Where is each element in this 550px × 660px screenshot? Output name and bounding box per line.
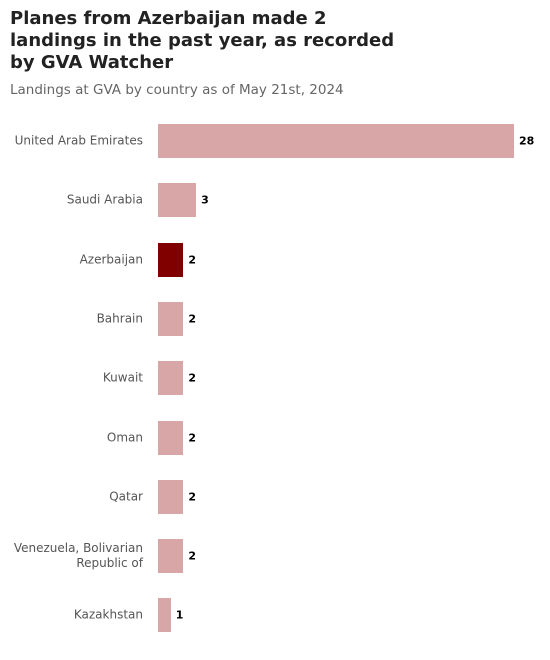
bar — [158, 183, 197, 218]
y-tick-label: Venezuela, Bolivarian Republic of — [13, 541, 143, 571]
y-tick-label: Bahrain — [96, 311, 143, 326]
y-tick-label: Azerbaijan — [79, 252, 143, 267]
y-tick-label: Kazakhstan — [73, 607, 143, 622]
bar — [158, 479, 184, 514]
chart-title: Planes from Azerbaijan made 2 landings i… — [10, 8, 395, 73]
value-label: 1 — [175, 608, 184, 622]
y-tick-label: Qatar — [109, 489, 143, 504]
y-tick-label: Kuwait — [102, 370, 143, 385]
bar — [158, 242, 184, 277]
bar — [158, 361, 184, 396]
bar — [158, 124, 514, 158]
value-label: 2 — [188, 312, 197, 326]
bar — [158, 539, 184, 574]
value-label: 3 — [201, 193, 209, 207]
bar — [158, 598, 171, 633]
value-label: 2 — [188, 490, 197, 504]
y-tick-label: Oman — [106, 430, 143, 444]
y-tick-label: Saudi Arabia — [66, 192, 143, 207]
value-label: 2 — [188, 431, 197, 444]
y-tick-label: United Arab Emirates — [14, 133, 143, 148]
bar — [158, 301, 184, 336]
bar — [158, 420, 184, 455]
value-label: 2 — [188, 253, 197, 267]
chart-subtitle: Landings at GVA by country as of May 21s… — [10, 82, 344, 98]
value-label: 2 — [188, 549, 197, 563]
value-label: 28 — [519, 134, 535, 148]
value-label: 2 — [188, 371, 197, 385]
